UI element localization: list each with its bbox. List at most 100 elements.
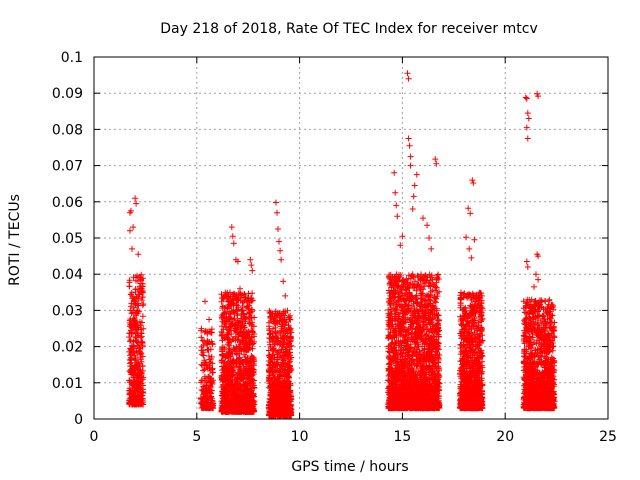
data-point	[233, 352, 240, 358]
data-point	[232, 407, 239, 414]
data-point	[232, 348, 239, 355]
data-point	[127, 352, 134, 359]
data-point	[224, 368, 231, 375]
data-point	[225, 292, 232, 298]
data-point	[235, 331, 242, 338]
data-point	[208, 353, 215, 360]
data-point	[219, 323, 225, 330]
data-point	[278, 256, 285, 263]
data-point	[245, 347, 251, 354]
data-point	[127, 321, 134, 328]
data-point	[135, 251, 142, 258]
data-point	[243, 341, 250, 348]
data-point	[139, 392, 146, 399]
data-point	[209, 404, 215, 411]
data-point	[245, 365, 252, 372]
data-point	[129, 370, 136, 377]
data-point	[224, 305, 231, 312]
data-point	[245, 328, 252, 335]
data-point	[220, 352, 227, 359]
data-point	[221, 305, 228, 311]
data-point	[265, 347, 272, 354]
data-point	[132, 286, 139, 293]
data-point	[136, 291, 143, 298]
data-point	[130, 274, 137, 281]
data-point	[237, 325, 244, 332]
data-point	[137, 285, 144, 292]
data-point	[139, 340, 146, 347]
data-point	[206, 375, 213, 382]
data-point	[242, 370, 249, 377]
data-point	[233, 308, 240, 315]
data-point	[130, 224, 137, 231]
data-point	[200, 367, 207, 374]
data-point	[137, 274, 144, 281]
data-point	[204, 379, 211, 386]
data-point	[233, 380, 240, 387]
data-point	[139, 313, 146, 320]
data-point	[210, 400, 216, 407]
data-point	[249, 391, 256, 398]
data-point	[220, 311, 227, 318]
data-point	[274, 209, 280, 216]
data-point	[132, 195, 139, 202]
data-point	[223, 367, 230, 374]
data-point	[199, 337, 206, 344]
data-point	[249, 341, 256, 348]
data-point	[243, 371, 250, 377]
data-point	[231, 322, 238, 329]
data-point	[202, 391, 209, 398]
data-point	[218, 328, 225, 335]
data-point	[233, 397, 240, 404]
data-point	[130, 380, 137, 387]
data-point	[248, 353, 255, 359]
data-point	[246, 376, 253, 383]
data-point	[200, 352, 207, 359]
data-point	[200, 342, 207, 349]
data-point	[251, 367, 258, 373]
data-point	[199, 347, 206, 354]
data-point	[205, 373, 212, 380]
data-point	[235, 290, 242, 297]
data-point	[136, 382, 143, 389]
data-point	[227, 386, 234, 393]
data-point	[247, 256, 254, 263]
data-point	[275, 226, 281, 232]
data-point	[234, 317, 241, 324]
data-point	[129, 295, 136, 302]
data-point	[131, 352, 138, 359]
data-point	[228, 224, 235, 231]
data-point	[131, 317, 138, 324]
data-point	[280, 278, 287, 285]
data-point	[133, 338, 140, 344]
data-point	[133, 347, 140, 354]
data-point	[226, 361, 233, 368]
data-point	[240, 376, 247, 383]
data-point	[219, 357, 226, 364]
data-point	[242, 386, 249, 393]
data-point	[250, 408, 257, 415]
data-point	[220, 296, 227, 303]
data-point	[248, 314, 255, 321]
data-point	[235, 343, 242, 350]
data-point	[207, 389, 214, 396]
data-point	[235, 355, 242, 362]
data-point	[131, 304, 137, 311]
data-point	[127, 398, 134, 404]
data-point	[223, 394, 229, 401]
data-point	[132, 401, 139, 408]
data-point	[218, 291, 225, 298]
data-point	[233, 361, 240, 367]
data-point	[239, 299, 246, 306]
data-point	[205, 347, 212, 353]
data-point	[220, 363, 227, 370]
data-point	[138, 373, 144, 380]
data-point	[133, 294, 140, 301]
data-point	[209, 369, 216, 376]
data-point	[203, 382, 210, 389]
data-point	[250, 340, 257, 347]
data-point	[138, 326, 145, 333]
data-point	[246, 396, 253, 403]
data-point	[243, 310, 250, 317]
